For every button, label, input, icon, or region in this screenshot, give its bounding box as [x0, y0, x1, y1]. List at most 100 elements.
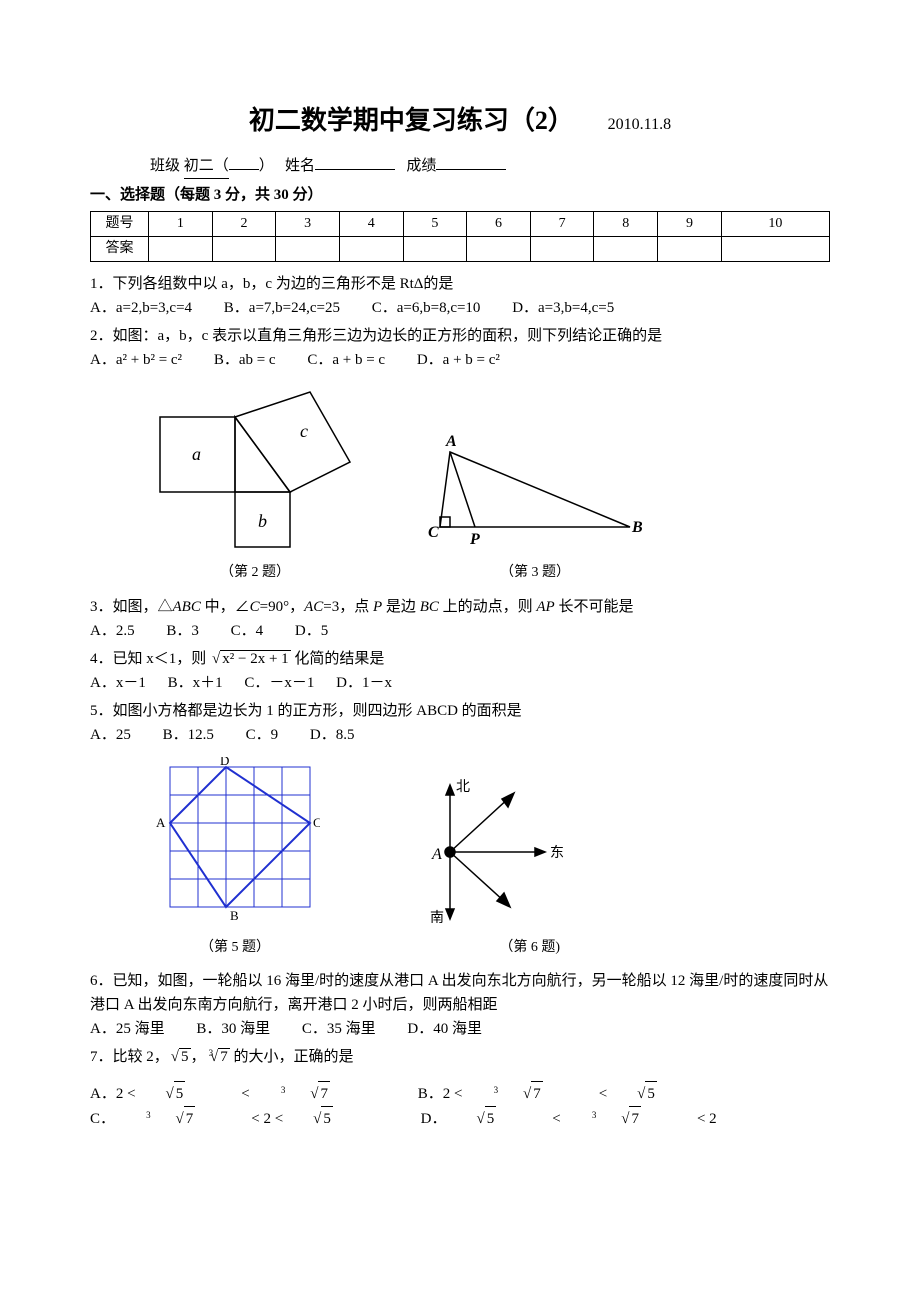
grid-col: 2 [212, 211, 276, 236]
grid-answer-row: 答案 [91, 236, 830, 261]
label-B: B [230, 908, 239, 923]
q3-option-d: D．5 [295, 619, 328, 643]
q7-option-d: D．5 < 3√7 < 2 [421, 1106, 745, 1131]
class-value-suffix: ） [259, 158, 274, 174]
answer-cell[interactable] [658, 236, 722, 261]
page-title: 初二数学期中复习练习（2） [249, 106, 574, 135]
q1-option-c: C．a=6,b=8,c=10 [372, 296, 481, 320]
title-row: 初二数学期中复习练习（2） 2010.11.8 [90, 100, 830, 142]
question-1: 1．下列各组数中以 a，b，c 为边的三角形不是 RtΔ的是 A．a=2,b=3… [90, 272, 830, 320]
q3-text: 3．如图，△ABC 中，∠C=90°，AC=3，点 P 是边 BC 上的动点，则… [90, 595, 830, 619]
label-A: A [445, 433, 457, 450]
grid-col: 6 [467, 211, 531, 236]
q7-text: 7．比较 2，5，3√7 的大小，正确的是 [90, 1045, 830, 1069]
figure-q6: 北 南 东 A （第 6 题) [380, 777, 580, 959]
q2-option-d: D．a + b = c² [417, 348, 500, 372]
grid-col: 9 [658, 211, 722, 236]
question-4: 4．已知 x＜1，则 x² − 2x + 1 化简的结果是 A．x－1 B．x＋… [90, 647, 830, 695]
q1-option-b: B．a=7,b=24,c=25 [224, 296, 340, 320]
answer-cell[interactable] [594, 236, 658, 261]
figure-q2-caption: （第 2 题） [150, 562, 360, 584]
answer-cell[interactable] [530, 236, 594, 261]
student-info-row: 班级 初二（ ） 姓名 成绩 [90, 154, 830, 179]
question-7: 7．比较 2，5，3√7 的大小，正确的是 A．2 < 5 < 3√7 B．2 … [90, 1045, 830, 1131]
q2-option-a: A．a² + b² = c² [90, 348, 182, 372]
q4-option-d: D．1－x [336, 671, 392, 695]
q6-option-b: B．30 海里 [196, 1017, 270, 1041]
answer-cell[interactable] [721, 236, 829, 261]
pythagoras-squares-icon: a b c [150, 382, 360, 552]
label-a: a [192, 444, 201, 464]
class-blank[interactable] [229, 169, 259, 170]
figure-q6-caption: （第 6 题) [380, 937, 580, 959]
class-value-prefix: 初二（ [184, 154, 229, 179]
question-3: 3．如图，△ABC 中，∠C=90°，AC=3，点 P 是边 BC 上的动点，则… [90, 595, 830, 643]
grid-col: 10 [721, 211, 829, 236]
label-A: A [156, 815, 166, 830]
q1-option-a: A．a=2,b=3,c=4 [90, 296, 192, 320]
sqrt-icon: 5 [169, 1045, 191, 1069]
q7-option-a: A．2 < 5 < 3√7 [90, 1081, 386, 1106]
figure-row-q2-q3: a b c （第 2 题） A B C P （第 3 题） [150, 382, 830, 584]
answer-cell[interactable] [149, 236, 213, 261]
question-2: 2．如图：a，b，c 表示以直角三角形三边为边长的正方形的面积，则下列结论正确的… [90, 324, 830, 372]
q4-option-c: C．－x－1 [244, 671, 314, 695]
figure-q3: A B C P （第 3 题） [420, 432, 650, 584]
q3-option-a: A．2.5 [90, 619, 135, 643]
label-c: c [300, 421, 308, 441]
label-B: B [631, 519, 643, 536]
q4-text: 4．已知 x＜1，则 x² − 2x + 1 化简的结果是 [90, 647, 830, 671]
grid-col: 7 [530, 211, 594, 236]
figure-row-q5-q6: A D C B （第 5 题） 北 南 东 A （第 6 题) [150, 757, 830, 959]
label-b: b [258, 511, 267, 531]
compass-directions-icon: 北 南 东 A [380, 777, 580, 927]
q4-option-a: A．x－1 [90, 671, 146, 695]
name-blank[interactable] [315, 169, 395, 170]
grid-col: 8 [594, 211, 658, 236]
label-C: C [428, 524, 439, 541]
page-date: 2010.11.8 [608, 116, 671, 133]
grid-col: 3 [276, 211, 340, 236]
name-label: 姓名 [285, 158, 315, 174]
q5-text: 5．如图小方格都是边长为 1 的正方形，则四边形 ABCD 的面积是 [90, 699, 830, 723]
question-5: 5．如图小方格都是边长为 1 的正方形，则四边形 ABCD 的面积是 A．25 … [90, 699, 830, 747]
q1-text: 1．下列各组数中以 a，b，c 为边的三角形不是 RtΔ的是 [90, 272, 830, 296]
q5-option-b: B．12.5 [163, 723, 214, 747]
q3-option-c: C．4 [231, 619, 264, 643]
label-D: D [220, 757, 229, 768]
label-C: C [313, 815, 320, 830]
grid-row1-label: 题号 [91, 211, 149, 236]
q2-option-b: B．ab = c [214, 348, 276, 372]
score-label: 成绩 [406, 158, 436, 174]
label-P: P [469, 531, 480, 548]
q6-option-a: A．25 海里 [90, 1017, 165, 1041]
figure-q5-caption: （第 5 题） [150, 937, 320, 959]
label-north: 北 [456, 779, 470, 795]
q7-option-c: C．3√7 < 2 < 5 [90, 1106, 389, 1131]
grid-quadrilateral-icon: A D C B [150, 757, 320, 927]
grid-row2-label: 答案 [91, 236, 149, 261]
q6-option-c: C．35 海里 [302, 1017, 376, 1041]
label-south: 南 [430, 910, 444, 926]
q7-option-b: B．2 < 3√7 < 5 [418, 1081, 713, 1106]
answer-cell[interactable] [403, 236, 467, 261]
answer-cell[interactable] [276, 236, 340, 261]
answer-cell[interactable] [339, 236, 403, 261]
q2-option-c: C．a + b = c [307, 348, 385, 372]
q2-text: 2．如图：a，b，c 表示以直角三角形三边为边长的正方形的面积，则下列结论正确的… [90, 324, 830, 348]
q4-option-b: B．x＋1 [168, 671, 223, 695]
class-label: 班级 [150, 158, 180, 174]
answer-cell[interactable] [212, 236, 276, 261]
q6-option-d: D．40 海里 [407, 1017, 482, 1041]
q5-option-a: A．25 [90, 723, 131, 747]
grid-header-row: 题号 1 2 3 4 5 6 7 8 9 10 [91, 211, 830, 236]
triangle-altitude-icon: A B C P [420, 432, 650, 552]
q3-option-b: B．3 [166, 619, 199, 643]
grid-col: 1 [149, 211, 213, 236]
answer-cell[interactable] [467, 236, 531, 261]
figure-q5: A D C B （第 5 题） [150, 757, 320, 959]
score-blank[interactable] [436, 169, 506, 170]
q5-option-c: C．9 [246, 723, 279, 747]
label-east: 东 [550, 845, 564, 861]
q5-option-d: D．8.5 [310, 723, 355, 747]
